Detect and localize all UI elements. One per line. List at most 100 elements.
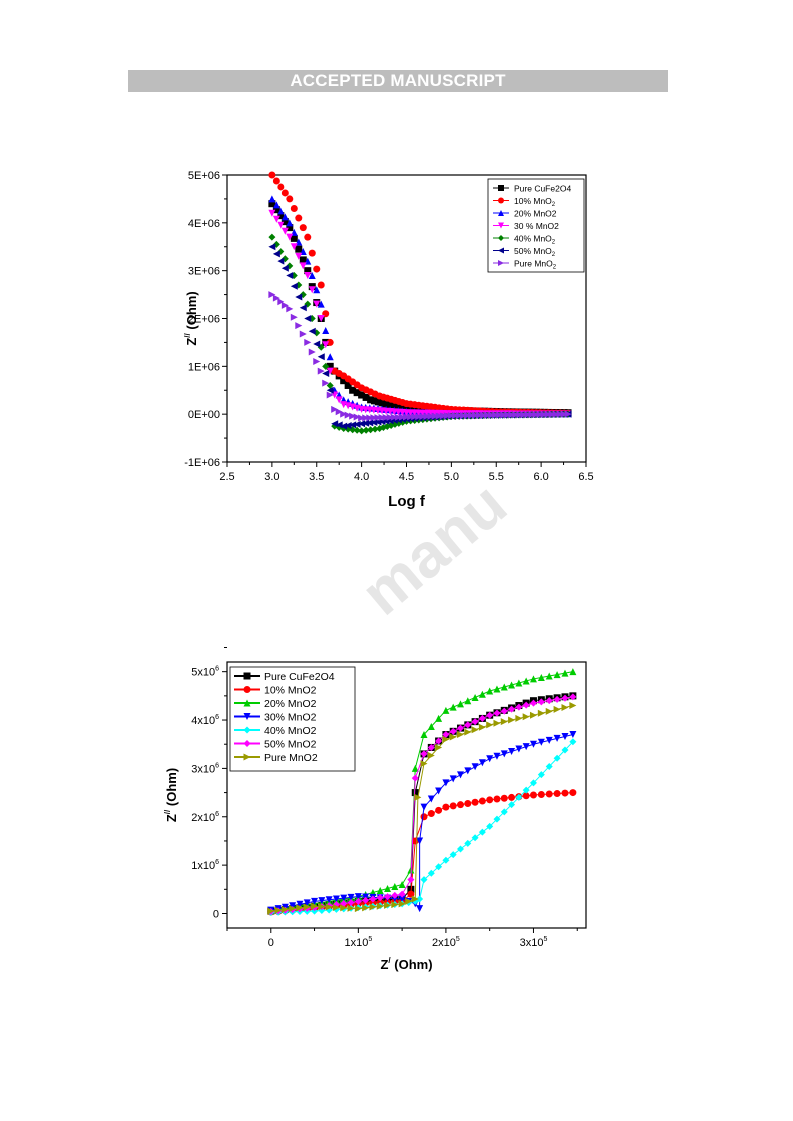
data-point	[367, 426, 375, 434]
data-point	[442, 856, 450, 864]
data-point	[471, 718, 479, 726]
data-point	[349, 421, 357, 429]
data-point	[353, 413, 361, 421]
data-point	[522, 792, 530, 800]
legend-label: Pure MnO2	[514, 259, 557, 271]
data-point	[354, 893, 362, 901]
legend-label-sub: 2	[552, 202, 556, 208]
data-point	[347, 904, 355, 912]
data-point	[508, 411, 516, 419]
data-point	[340, 422, 348, 430]
data-point	[449, 733, 457, 741]
legend-label: Pure CuFe2O4	[264, 671, 335, 683]
legend-box	[487, 178, 585, 273]
x-tick-exp: 5	[456, 936, 460, 943]
data-point	[435, 863, 443, 871]
data-point	[456, 801, 464, 809]
data-point	[553, 754, 561, 762]
data-point	[529, 699, 537, 707]
x-tick-label: 3.0	[264, 471, 279, 483]
data-point	[442, 779, 450, 787]
legend-label-main: 50% MnO	[514, 246, 552, 256]
data-point	[435, 806, 443, 814]
data-point	[308, 271, 316, 279]
data-point	[378, 399, 386, 407]
data-point	[384, 901, 392, 909]
data-point	[500, 411, 508, 419]
data-point	[347, 898, 355, 906]
data-point	[335, 408, 343, 416]
data-point	[449, 775, 457, 783]
data-point	[508, 705, 516, 713]
x-tick-label: 2x105	[432, 936, 460, 949]
data-point	[317, 300, 325, 308]
legend-label-sub: 2	[552, 240, 556, 246]
data-point	[313, 265, 321, 273]
data-point	[326, 386, 334, 394]
legend-marker	[498, 260, 504, 266]
data-point	[508, 747, 516, 755]
data-point	[493, 815, 501, 823]
data-point	[281, 301, 289, 309]
data-point	[508, 716, 516, 724]
x-tick-label: 6.0	[533, 471, 548, 483]
data-point	[308, 348, 316, 356]
data-point	[340, 894, 348, 902]
data-point	[427, 412, 435, 420]
data-point	[362, 419, 370, 427]
data-point	[515, 714, 523, 722]
data-point	[545, 707, 553, 715]
data-point	[561, 789, 569, 797]
legend-label: 10% MnO2	[514, 196, 556, 208]
data-point	[353, 420, 361, 428]
data-point	[414, 793, 422, 801]
legend-label-main: 10% MnO	[514, 196, 552, 206]
data-point	[299, 224, 307, 232]
data-point	[290, 243, 298, 251]
x-label-sup: /	[388, 956, 391, 965]
data-point	[478, 723, 486, 731]
data-point	[322, 370, 330, 378]
y-tick-base: 3x10	[191, 763, 215, 775]
data-point	[420, 760, 428, 768]
data-point	[569, 693, 577, 701]
data-point	[286, 271, 294, 279]
y-tick-base: 5x10	[191, 667, 215, 679]
data-point	[520, 411, 528, 419]
data-point	[382, 413, 390, 421]
data-point	[296, 904, 304, 912]
data-point	[303, 903, 311, 911]
data-point	[311, 897, 319, 905]
data-point	[439, 412, 447, 420]
legend-label-main: 20% MnO2	[514, 209, 557, 219]
data-point	[420, 876, 428, 884]
data-point	[522, 701, 530, 709]
data-point	[515, 703, 523, 711]
data-point	[467, 411, 475, 419]
data-point	[561, 703, 569, 711]
data-point	[286, 233, 294, 241]
data-point	[472, 411, 480, 419]
data-point	[362, 896, 370, 904]
data-point	[455, 412, 463, 420]
data-point	[529, 779, 537, 787]
data-point	[411, 413, 419, 421]
data-point	[500, 707, 508, 715]
y-tick-label: 2x106	[191, 811, 219, 824]
data-point	[569, 702, 577, 710]
data-point	[277, 207, 285, 215]
data-point	[561, 746, 569, 754]
y-tick-label: 4x106	[191, 714, 219, 727]
data-point	[304, 315, 312, 322]
data-point	[281, 218, 289, 226]
data-point	[435, 714, 443, 722]
data-point	[318, 897, 326, 905]
data-point	[420, 813, 428, 821]
data-point	[317, 367, 325, 375]
y-tick-label: 3x106	[191, 762, 219, 775]
data-point	[536, 411, 544, 419]
data-point	[354, 897, 362, 905]
data-point	[274, 906, 282, 914]
data-point	[537, 738, 545, 746]
data-point	[553, 705, 561, 713]
